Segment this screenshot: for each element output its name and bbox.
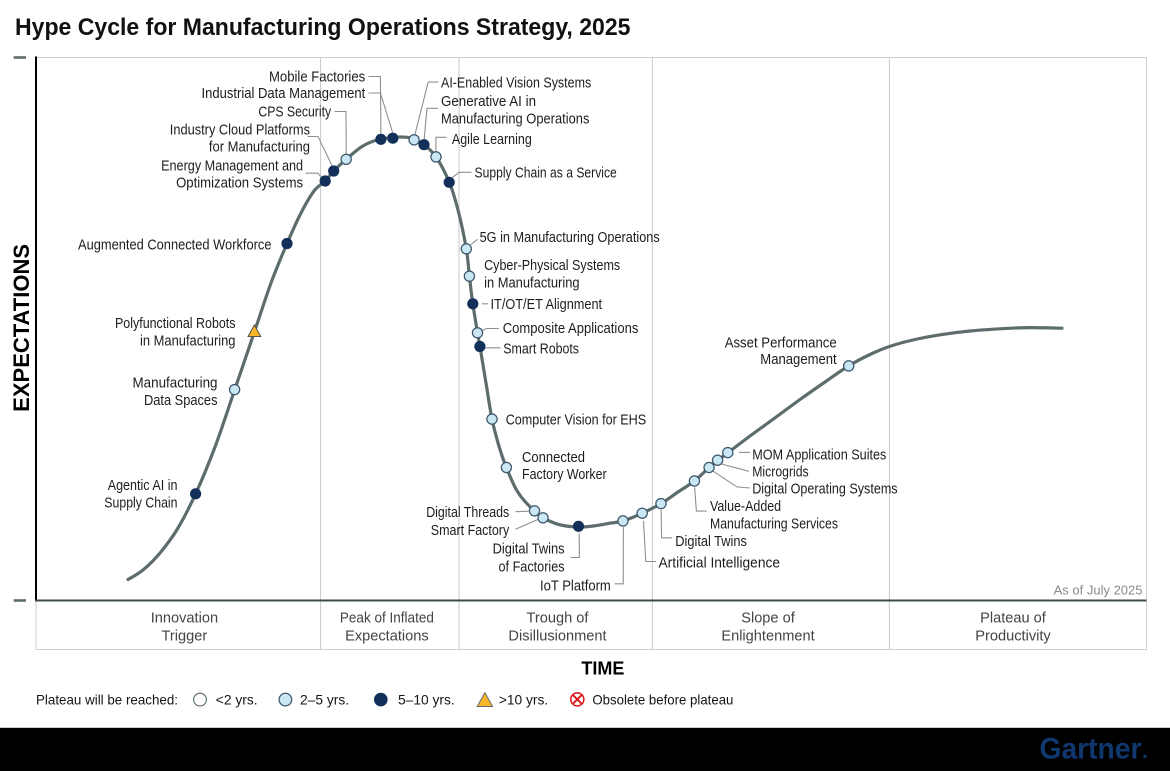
svg-text:Microgrids: Microgrids xyxy=(752,464,809,481)
svg-text:Mobile Factories: Mobile Factories xyxy=(269,69,365,86)
svg-text:Digital Twins: Digital Twins xyxy=(493,541,565,558)
svg-text:Slope of: Slope of xyxy=(741,610,795,626)
svg-text:Augmented Connected Workforce: Augmented Connected Workforce xyxy=(78,237,272,254)
svg-text:Data Spaces: Data Spaces xyxy=(144,392,218,409)
svg-text:Obsolete before plateau: Obsolete before plateau xyxy=(592,693,733,708)
svg-text:of Factories: of Factories xyxy=(499,558,565,575)
svg-text:Manufacturing Operations: Manufacturing Operations xyxy=(441,110,589,127)
svg-text:>10 yrs.: >10 yrs. xyxy=(499,693,548,708)
svg-text:Optimization Systems: Optimization Systems xyxy=(176,174,303,191)
svg-text:Gartner: Gartner xyxy=(1040,733,1142,766)
svg-text:Generative AI in: Generative AI in xyxy=(441,93,536,110)
svg-text:Agile Learning: Agile Learning xyxy=(452,131,532,148)
svg-text:Composite Applications: Composite Applications xyxy=(503,320,639,337)
svg-text:Digital Operating Systems: Digital Operating Systems xyxy=(752,481,897,498)
svg-text:Innovation: Innovation xyxy=(151,610,218,626)
svg-text:IoT Platform: IoT Platform xyxy=(540,578,611,595)
svg-text:5G in Manufacturing Operations: 5G in Manufacturing Operations xyxy=(480,229,660,246)
svg-text:As of July 2025: As of July 2025 xyxy=(1054,583,1143,598)
svg-text:Trigger: Trigger xyxy=(162,628,208,644)
svg-text:Disillusionment: Disillusionment xyxy=(508,628,606,644)
svg-text:Digital Twins: Digital Twins xyxy=(675,533,747,550)
svg-text:Energy Management and: Energy Management and xyxy=(161,157,303,174)
svg-text:Plateau of: Plateau of xyxy=(980,610,1047,626)
svg-text:Computer Vision for EHS: Computer Vision for EHS xyxy=(506,411,647,428)
svg-text:IT/OT/ET Alignment: IT/OT/ET Alignment xyxy=(491,296,603,313)
svg-text:2–5 yrs.: 2–5 yrs. xyxy=(300,693,349,708)
svg-text:in Manufacturing: in Manufacturing xyxy=(140,332,236,349)
svg-text:Expectations: Expectations xyxy=(345,628,429,644)
svg-text:Connected: Connected xyxy=(522,449,585,466)
svg-text:CPS Security: CPS Security xyxy=(258,104,331,121)
svg-text:Smart Robots: Smart Robots xyxy=(503,340,579,357)
svg-text:Smart Factory: Smart Factory xyxy=(431,522,510,539)
svg-text:Asset Performance: Asset Performance xyxy=(725,334,837,351)
svg-text:in Manufacturing: in Manufacturing xyxy=(484,275,579,292)
svg-text:Agentic AI in: Agentic AI in xyxy=(108,477,178,494)
svg-text:Digital Threads: Digital Threads xyxy=(426,504,509,521)
svg-text:Manufacturing Services: Manufacturing Services xyxy=(710,515,838,532)
svg-text:TIME: TIME xyxy=(581,658,624,678)
svg-text:5–10 yrs.: 5–10 yrs. xyxy=(398,693,455,708)
svg-text:Factory Worker: Factory Worker xyxy=(522,466,607,483)
svg-text:Industrial Data Management: Industrial Data Management xyxy=(202,85,366,102)
svg-text:Industry Cloud Platforms: Industry Cloud Platforms xyxy=(170,121,310,138)
svg-text:Manufacturing: Manufacturing xyxy=(133,374,218,391)
svg-text:Supply Chain as a Service: Supply Chain as a Service xyxy=(475,165,617,182)
svg-text:AI-Enabled Vision Systems: AI-Enabled Vision Systems xyxy=(441,75,591,92)
svg-text:Enlightenment: Enlightenment xyxy=(721,628,814,644)
svg-text:Cyber-Physical Systems: Cyber-Physical Systems xyxy=(484,257,620,274)
svg-text:Productivity: Productivity xyxy=(975,628,1051,644)
svg-text:Plateau will be reached:: Plateau will be reached: xyxy=(36,693,178,708)
svg-text:Artificial Intelligence: Artificial Intelligence xyxy=(659,554,781,571)
svg-text:Trough of: Trough of xyxy=(527,610,590,626)
svg-text:Peak of Inflated: Peak of Inflated xyxy=(340,610,434,626)
svg-text:Supply Chain: Supply Chain xyxy=(104,495,177,512)
svg-text:Value-Added: Value-Added xyxy=(710,498,781,515)
svg-text:EXPECTATIONS: EXPECTATIONS xyxy=(9,244,34,412)
svg-text:Polyfunctional Robots: Polyfunctional Robots xyxy=(115,315,236,332)
svg-text:MOM Application Suites: MOM Application Suites xyxy=(752,446,886,463)
svg-text:Hype Cycle for Manufacturing O: Hype Cycle for Manufacturing Operations … xyxy=(15,14,631,41)
svg-text:for Manufacturing: for Manufacturing xyxy=(209,138,310,155)
svg-text:<2 yrs.: <2 yrs. xyxy=(216,693,258,708)
svg-text:Management: Management xyxy=(760,351,837,368)
